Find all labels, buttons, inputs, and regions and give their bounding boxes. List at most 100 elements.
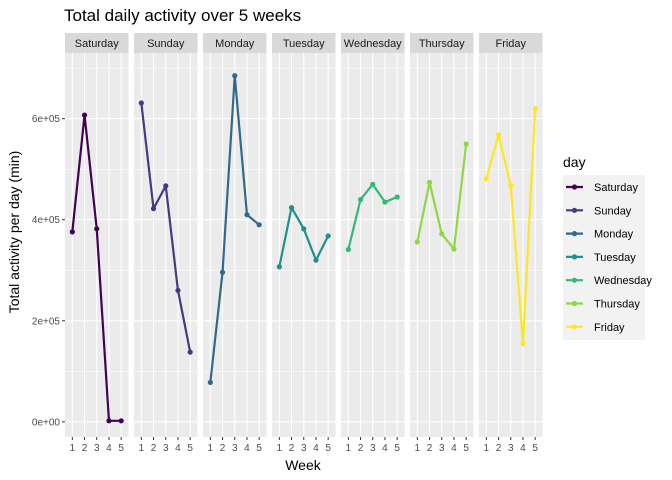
x-tick-label: 2 bbox=[220, 443, 226, 454]
data-point bbox=[163, 183, 169, 189]
data-point bbox=[150, 206, 157, 212]
facet-panel-tuesday: Tuesday 1 2 3 4 5 bbox=[272, 33, 336, 454]
facet-strip-label: Saturday bbox=[75, 38, 120, 50]
x-tick-label: 1 bbox=[415, 443, 421, 454]
data-point bbox=[106, 418, 112, 424]
legend-key-point bbox=[571, 300, 578, 307]
x-tick-label: 3 bbox=[439, 443, 445, 454]
data-point bbox=[301, 226, 307, 232]
data-point bbox=[219, 269, 226, 275]
legend-item: Thursday bbox=[566, 299, 640, 311]
x-tick-label: 2 bbox=[427, 443, 433, 454]
x-tick-label: 1 bbox=[346, 443, 352, 454]
facet-strip bbox=[65, 33, 129, 53]
legend-key-point bbox=[571, 207, 578, 213]
data-point bbox=[357, 196, 364, 203]
x-tick-label: 4 bbox=[451, 443, 457, 454]
data-point bbox=[414, 239, 420, 245]
data-point bbox=[313, 257, 319, 263]
facet-panel-thursday: Thursday 1 2 3 4 5 bbox=[410, 33, 474, 454]
data-point bbox=[382, 199, 388, 205]
data-point bbox=[495, 132, 502, 138]
data-point bbox=[451, 246, 457, 252]
legend-item: Sunday bbox=[566, 205, 632, 217]
data-point bbox=[532, 105, 538, 112]
data-point bbox=[276, 264, 282, 270]
data-point bbox=[256, 222, 262, 228]
y-tick-label: 2e+05 bbox=[32, 316, 61, 327]
facet-strip-label: Thursday bbox=[419, 38, 465, 50]
legend-label: Friday bbox=[594, 322, 625, 334]
x-tick-label: 2 bbox=[496, 443, 502, 454]
x-tick-label: 3 bbox=[94, 443, 100, 454]
x-tick-label: 5 bbox=[394, 443, 400, 454]
facet-panel-sunday: Sunday 1 2 3 4 5 bbox=[134, 33, 198, 454]
facet-strip bbox=[134, 33, 198, 53]
data-point bbox=[426, 179, 433, 185]
x-tick-label: 1 bbox=[277, 443, 283, 454]
legend-label: Wednesday bbox=[594, 275, 652, 287]
data-point bbox=[175, 287, 181, 294]
y-tick-label: 6e+05 bbox=[32, 114, 61, 125]
facet-panel-saturday: Saturday 1 2 3 4 5 bbox=[65, 33, 129, 454]
legend-item: Tuesday bbox=[566, 252, 636, 264]
data-point bbox=[288, 205, 295, 211]
facet-strip bbox=[479, 33, 543, 53]
facet-strip-label: Wednesday bbox=[344, 38, 402, 50]
x-axis-title: Week bbox=[285, 457, 322, 473]
facet-strip bbox=[410, 33, 474, 53]
x-tick-label: 5 bbox=[325, 443, 331, 454]
data-point bbox=[483, 176, 489, 182]
legend-label: Monday bbox=[594, 229, 634, 241]
x-tick-label: 1 bbox=[70, 443, 76, 454]
legend-key-point bbox=[571, 277, 578, 283]
x-tick-label: 4 bbox=[382, 443, 388, 454]
x-tick-label: 5 bbox=[256, 443, 262, 454]
data-point bbox=[69, 229, 75, 235]
x-tick-label: 2 bbox=[82, 443, 88, 454]
data-point bbox=[207, 379, 213, 386]
data-point bbox=[439, 231, 445, 237]
legend-item: Wednesday bbox=[566, 275, 652, 287]
facet-strip-label: Tuesday bbox=[283, 38, 325, 50]
data-point bbox=[394, 194, 400, 200]
x-tick-label: 4 bbox=[244, 443, 250, 454]
y-tick-label: 0e+00 bbox=[32, 417, 61, 428]
x-tick-label: 3 bbox=[370, 443, 376, 454]
x-tick-label: 4 bbox=[106, 443, 112, 454]
x-tick-label: 5 bbox=[532, 443, 538, 454]
legend-key-point bbox=[571, 254, 578, 260]
legend-item: Monday bbox=[566, 229, 634, 241]
data-point bbox=[244, 212, 250, 218]
legend-key-point bbox=[571, 184, 578, 190]
data-point bbox=[232, 73, 238, 79]
data-point bbox=[187, 349, 193, 355]
data-point bbox=[370, 181, 376, 187]
data-point bbox=[508, 182, 514, 188]
facet-strip bbox=[272, 33, 336, 53]
data-point bbox=[463, 141, 469, 147]
legend-key-point bbox=[571, 324, 578, 330]
facet-strip-label: Friday bbox=[495, 38, 526, 50]
x-tick-label: 2 bbox=[358, 443, 364, 454]
facet-strip bbox=[341, 33, 405, 53]
legend-label: Saturday bbox=[594, 182, 639, 194]
data-point bbox=[138, 100, 144, 106]
facet-panel-wednesday: Wednesday 1 2 3 4 5 bbox=[341, 33, 405, 454]
legend-key-point bbox=[571, 231, 578, 237]
facet-strip-label: Sunday bbox=[147, 38, 185, 50]
x-tick-label: 3 bbox=[508, 443, 514, 454]
legend-label: Sunday bbox=[594, 205, 632, 217]
data-point bbox=[520, 340, 526, 347]
data-point bbox=[118, 418, 124, 424]
x-tick-label: 2 bbox=[289, 443, 295, 454]
x-tick-label: 1 bbox=[208, 443, 214, 454]
x-tick-label: 4 bbox=[175, 443, 181, 454]
x-tick-label: 4 bbox=[313, 443, 319, 454]
legend-label: Thursday bbox=[594, 299, 640, 311]
legend: day Saturday Sunday Monday Tuesday Wednesday T… bbox=[563, 154, 652, 340]
x-tick-label: 5 bbox=[463, 443, 469, 454]
facet-panel-monday: Monday 1 2 3 4 5 bbox=[203, 33, 267, 454]
legend-item: Saturday bbox=[566, 182, 639, 194]
